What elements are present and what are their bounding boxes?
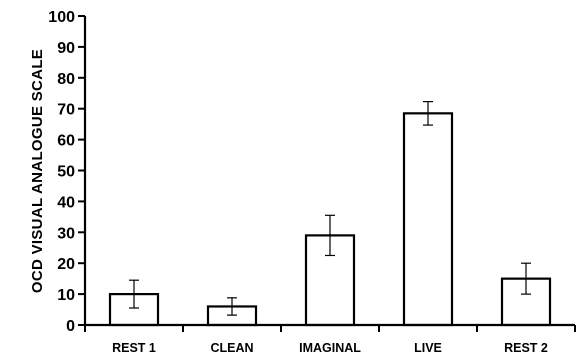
bar-live xyxy=(402,112,454,327)
x-tick-label-rest-1: REST 1 xyxy=(112,341,156,355)
error-bars-group xyxy=(129,100,531,316)
y-tick-label-10: 10 xyxy=(57,287,75,304)
y-tick-label-70: 70 xyxy=(57,102,75,119)
y-tick-label-60: 60 xyxy=(57,133,75,150)
y-axis-label: OCD VISUAL ANALOGUE SCALE xyxy=(29,49,46,293)
y-ticks-group: 0 10 20 30 40 50 60 70 80 90 100 xyxy=(48,9,85,335)
y-tick-label-80: 80 xyxy=(57,71,75,88)
error-bar-live xyxy=(423,100,433,126)
x-tick-label-imaginal: IMAGINAL xyxy=(299,341,361,355)
error-bar-rest-2 xyxy=(521,262,531,295)
error-bar-clean xyxy=(227,297,237,316)
x-tick-label-clean: CLEAN xyxy=(210,341,253,355)
y-tick-label-50: 50 xyxy=(57,164,75,181)
x-tick-label-live: LIVE xyxy=(414,341,442,355)
y-tick-label-100: 100 xyxy=(48,9,75,26)
error-bar-rest-1 xyxy=(129,279,139,309)
y-tick-label-90: 90 xyxy=(57,40,75,57)
y-tick-label-40: 40 xyxy=(57,194,75,211)
x-ticks-group: REST 1 CLEAN IMAGINAL LIVE REST 2 xyxy=(84,325,576,355)
x-tick-label-rest-2: REST 2 xyxy=(504,341,548,355)
y-tick-label-20: 20 xyxy=(57,256,75,273)
y-tick-label-30: 30 xyxy=(57,225,75,242)
error-bar-imaginal xyxy=(325,214,335,257)
y-tick-label-0: 0 xyxy=(66,318,75,335)
